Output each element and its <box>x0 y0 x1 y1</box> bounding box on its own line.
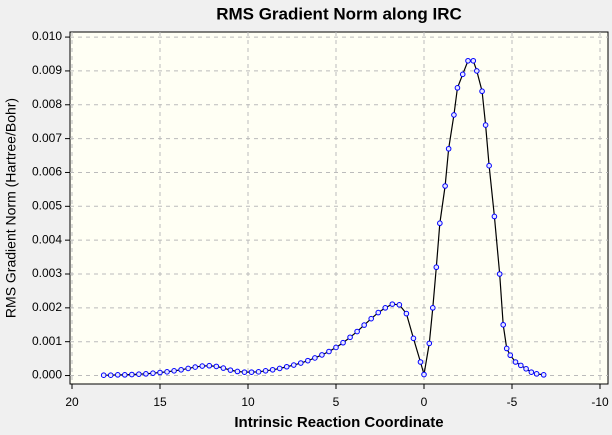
data-point <box>305 357 311 364</box>
data-point <box>298 360 304 366</box>
data-point <box>361 322 367 328</box>
data-point <box>326 348 332 355</box>
y-axis-title: RMS Gradient Norm (Hartree/Bohr) <box>3 98 19 318</box>
data-point <box>122 372 128 378</box>
data-point <box>454 85 461 91</box>
data-point <box>482 122 489 128</box>
data-point <box>451 112 457 118</box>
y-tick-label: 0.001 <box>32 334 62 348</box>
data-point <box>107 372 114 379</box>
data-point <box>220 365 227 371</box>
data-point <box>479 88 485 95</box>
data-point <box>503 345 510 352</box>
data-point <box>213 363 220 370</box>
data-point <box>426 340 433 347</box>
data-point <box>403 310 410 317</box>
data-point <box>486 162 492 169</box>
data-point <box>533 371 540 377</box>
x-tick-label: 20 <box>65 395 79 409</box>
x-tick-label: 15 <box>153 395 167 409</box>
data-point <box>248 369 255 375</box>
data-point <box>283 363 290 370</box>
data-point <box>227 367 234 373</box>
data-point <box>340 339 346 346</box>
data-point <box>192 364 198 370</box>
y-tick-label: 0.000 <box>32 368 62 382</box>
data-point <box>474 68 480 74</box>
data-point <box>206 362 213 369</box>
y-tick-label: 0.007 <box>32 131 62 145</box>
data-point <box>421 371 427 378</box>
data-point <box>470 57 477 64</box>
data-point <box>178 366 184 373</box>
data-point <box>114 372 121 378</box>
y-tick-label: 0.009 <box>32 63 62 77</box>
x-tick-label: -10 <box>591 395 609 409</box>
data-point <box>540 372 547 378</box>
data-point <box>150 370 156 376</box>
data-point <box>368 315 375 322</box>
data-point <box>433 264 440 271</box>
data-point <box>430 305 436 311</box>
data-point <box>333 344 339 351</box>
data-point <box>442 183 448 189</box>
data-point <box>491 213 498 220</box>
data-point <box>445 145 452 152</box>
data-point <box>157 369 163 376</box>
data-point <box>276 365 283 372</box>
data-point <box>528 369 535 375</box>
data-point <box>507 352 514 359</box>
data-point <box>354 328 360 335</box>
data-point <box>437 220 443 227</box>
data-point <box>389 301 396 307</box>
y-tick-label: 0.010 <box>32 29 62 43</box>
data-point <box>255 369 262 375</box>
data-point <box>459 71 466 78</box>
data-point <box>347 334 353 341</box>
data-point <box>100 372 107 379</box>
x-tick-label: 10 <box>241 395 255 409</box>
data-point <box>143 371 149 377</box>
data-point <box>500 321 507 328</box>
data-point <box>512 359 519 365</box>
data-point <box>185 365 191 372</box>
y-tick-label: 0.008 <box>32 97 62 111</box>
data-point <box>518 362 524 369</box>
data-point <box>319 352 325 358</box>
data-point <box>129 371 135 378</box>
data-point <box>234 368 241 375</box>
y-tick-label: 0.004 <box>32 232 62 246</box>
data-point <box>164 369 170 375</box>
data-point <box>410 335 417 342</box>
data-point <box>496 271 503 277</box>
data-point <box>269 366 276 373</box>
plot-area <box>69 31 609 385</box>
data-point <box>396 302 403 308</box>
chart-title: RMS Gradient Norm along IRC <box>216 4 462 23</box>
data-point <box>136 371 142 377</box>
data-point <box>417 359 424 365</box>
x-tick-label: 0 <box>421 395 428 409</box>
x-axis-title: Intrinsic Reaction Coordinate <box>234 414 443 431</box>
data-point <box>312 355 318 361</box>
x-tick-label: -5 <box>507 395 518 409</box>
data-point <box>241 369 248 375</box>
data-point <box>199 363 206 369</box>
y-tick-label: 0.002 <box>32 300 62 314</box>
y-tick-label: 0.005 <box>32 198 62 212</box>
y-tick-label: 0.006 <box>32 165 62 179</box>
data-point <box>465 57 471 64</box>
data-point <box>382 305 389 311</box>
data-point <box>375 309 382 316</box>
y-tick-label: 0.003 <box>32 266 62 280</box>
data-point <box>290 362 297 368</box>
data-point <box>523 365 529 372</box>
data-point <box>171 368 177 374</box>
x-tick-label: 5 <box>333 395 340 409</box>
data-point <box>262 368 269 374</box>
